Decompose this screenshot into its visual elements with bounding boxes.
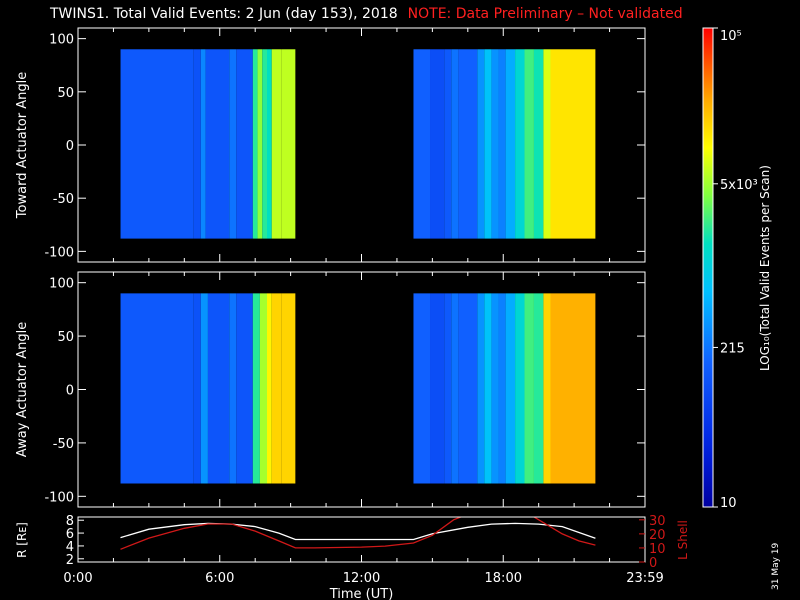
heatmap-band bbox=[271, 49, 282, 239]
heatmap-band bbox=[205, 49, 230, 239]
heatmap-band bbox=[458, 293, 478, 484]
y-tick-label: 4 bbox=[66, 540, 74, 555]
chart-title: TWINS1. Total Valid Events: 2 Jun (day 1… bbox=[50, 6, 683, 22]
heatmap-band bbox=[533, 49, 544, 239]
x-tick-label: 0:00 bbox=[63, 571, 92, 586]
heatmap-band bbox=[543, 49, 551, 239]
heatmap-band bbox=[491, 49, 499, 239]
heatmap-band bbox=[257, 49, 263, 239]
heatmap-band bbox=[515, 49, 525, 239]
heatmap-band bbox=[267, 293, 272, 484]
heatmap-band bbox=[477, 49, 485, 239]
heatmap-band bbox=[413, 49, 431, 239]
heatmap-band bbox=[200, 293, 208, 484]
lshell-series-line bbox=[120, 517, 461, 550]
y-axis-label: Toward Actuator Angle bbox=[15, 72, 30, 219]
y-tick-label-right: 20 bbox=[649, 528, 666, 543]
heatmap-band bbox=[505, 49, 516, 239]
title-text: TWINS1. Total Valid Events: 2 Jun (day 1… bbox=[50, 6, 398, 22]
heatmap-band bbox=[262, 49, 267, 239]
colorbar-tick-label: 10 bbox=[720, 496, 737, 511]
x-tick-label: 6:00 bbox=[205, 571, 234, 586]
colorbar-tick-label: 215 bbox=[720, 341, 745, 356]
y-tick-label: 2 bbox=[66, 553, 74, 568]
y-tick-label-right: 30 bbox=[649, 514, 666, 529]
colorbar-tick-label: 5x10³ bbox=[720, 178, 758, 193]
heatmap-band bbox=[444, 49, 452, 239]
heatmap-band bbox=[491, 293, 499, 484]
heatmap-band bbox=[120, 49, 194, 239]
colorbar-label: LOG₁₀(Total Valid Events per Scan) bbox=[758, 165, 772, 371]
colorbar-scale bbox=[702, 27, 714, 508]
y-tick-label: 100 bbox=[49, 277, 74, 292]
x-tick-label: 23:59 bbox=[626, 571, 663, 586]
y-tick-label: 50 bbox=[57, 330, 74, 345]
y-tick-label: -50 bbox=[53, 437, 74, 452]
heatmap-band bbox=[259, 293, 267, 484]
heatmap-band bbox=[444, 293, 452, 484]
colorbar: 10⁵ 5x10³ 215 10 LOG₁₀(Total Valid Events pe… bbox=[702, 27, 772, 511]
heatmap-band bbox=[236, 49, 253, 239]
heatmap-band bbox=[451, 49, 459, 239]
y-tick-label: 6 bbox=[66, 527, 74, 542]
heatmap-band bbox=[524, 293, 534, 484]
heatmap-band bbox=[505, 293, 516, 484]
heatmap-band bbox=[543, 293, 551, 484]
heatmap-band bbox=[524, 49, 534, 239]
y-tick-label: 50 bbox=[57, 86, 74, 101]
heatmap-band bbox=[281, 49, 296, 239]
heatmap-band bbox=[477, 293, 485, 484]
heatmap-band bbox=[236, 293, 253, 484]
x-tick-label: 12:00 bbox=[343, 571, 380, 586]
heatmap-band bbox=[451, 293, 459, 484]
heatmap-band bbox=[515, 293, 525, 484]
y-tick-label: 8 bbox=[66, 514, 74, 529]
y-axis-label: Away Actuator Angle bbox=[15, 322, 30, 457]
colorbar-tick-label: 10⁵ bbox=[720, 29, 742, 44]
heatmap-band bbox=[267, 49, 272, 239]
heatmap-band bbox=[193, 49, 201, 239]
toward-panel: 100 50 0 -50 -100 Toward Actuator Angle bbox=[15, 27, 646, 263]
y-tick-label-right: 0 bbox=[649, 556, 657, 571]
y-tick-label: -100 bbox=[44, 490, 74, 505]
heatmap-band bbox=[430, 293, 445, 484]
heatmap-band bbox=[229, 293, 237, 484]
x-axis-label: Time (UT) bbox=[329, 587, 394, 600]
y-tick-label: -100 bbox=[44, 245, 74, 260]
heatmap-band bbox=[252, 293, 260, 484]
away-panel: 100 50 0 -50 -100 Away Actuator Angle bbox=[15, 271, 646, 508]
heatmap-band bbox=[484, 49, 492, 239]
y-tick-label: 100 bbox=[49, 33, 74, 48]
heatmap-band bbox=[484, 293, 492, 484]
heatmap-band bbox=[458, 49, 478, 239]
r-axis-label: R [Rᴇ] bbox=[15, 522, 29, 558]
heatmap-band bbox=[271, 293, 282, 484]
heatmap-band bbox=[120, 293, 194, 484]
heatmap-band bbox=[533, 293, 544, 484]
heatmap-band bbox=[498, 293, 506, 484]
y-tick-label: -50 bbox=[53, 192, 74, 207]
heatmap-band bbox=[207, 293, 230, 484]
y-tick-label: 0 bbox=[66, 139, 74, 154]
lshell-axis-label: L Shell bbox=[676, 520, 690, 560]
heatmap-band bbox=[252, 49, 258, 239]
heatmap-band bbox=[413, 293, 431, 484]
heatmap-band bbox=[281, 293, 296, 484]
x-tick-label: 18:00 bbox=[485, 571, 522, 586]
heatmap-band bbox=[550, 293, 596, 484]
y-tick-label-right: 10 bbox=[649, 542, 666, 557]
y-tick-label: 0 bbox=[66, 384, 74, 399]
date-stamp: 31 May 19 bbox=[771, 542, 781, 590]
lshell-series-line bbox=[533, 517, 596, 546]
heatmap-band bbox=[498, 49, 506, 239]
heatmap-band bbox=[200, 49, 206, 239]
heatmap-band bbox=[229, 49, 237, 239]
heatmap-band bbox=[193, 293, 201, 484]
heatmap-band bbox=[430, 49, 445, 239]
preliminary-note: NOTE: Data Preliminary – Not validated bbox=[407, 6, 683, 22]
heatmap-band bbox=[550, 49, 596, 239]
r-series-line bbox=[120, 522, 596, 541]
